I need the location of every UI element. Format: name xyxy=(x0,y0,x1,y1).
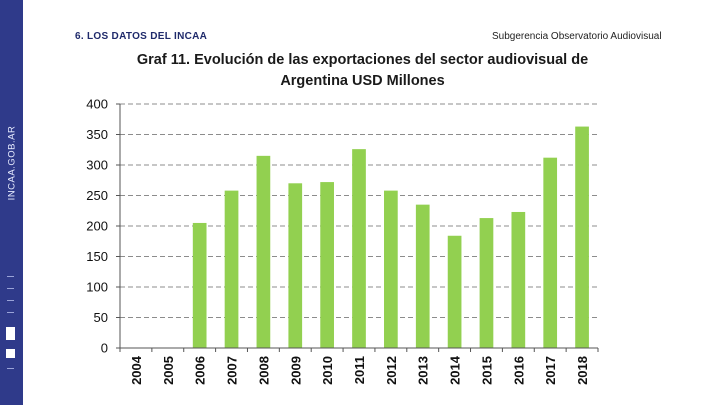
bar-2016 xyxy=(511,211,526,348)
bar-2011 xyxy=(352,149,366,348)
x-tick-label: 2006 xyxy=(193,356,208,385)
sidebar-tick xyxy=(7,276,14,277)
chart-title: Graf 11. Evolución de las exportaciones … xyxy=(120,50,605,92)
x-tick-label: 2012 xyxy=(384,356,399,385)
bar-2007 xyxy=(224,190,239,348)
y-tick-labels: 0 50 100 150 200 250 300 350 400 xyxy=(86,97,108,356)
bar-2006 xyxy=(192,222,207,348)
bar-2010 xyxy=(320,182,334,348)
y-tick-label: 300 xyxy=(86,158,108,173)
bar-2013 xyxy=(415,204,430,348)
x-tick-label: 2007 xyxy=(225,356,240,385)
y-tick-label: 250 xyxy=(86,188,108,203)
x-tick-label: 2011 xyxy=(352,356,367,384)
bar-2009 xyxy=(288,183,303,348)
x-tick-label: 2016 xyxy=(511,356,526,385)
y-tick-label: 0 xyxy=(101,341,108,356)
bar-2017 xyxy=(543,157,558,348)
y-tick-label: 200 xyxy=(86,219,108,234)
bar-2008 xyxy=(256,155,271,348)
x-tick-label: 2017 xyxy=(543,356,558,385)
x-tick-label: 2014 xyxy=(448,355,463,385)
chart-title-line-2: Argentina USD Millones xyxy=(280,73,445,89)
x-tick-label: 2015 xyxy=(479,356,494,385)
sidebar-tick xyxy=(7,300,14,301)
chart-title-line-1: Graf 11. Evolución de las exportaciones … xyxy=(136,52,589,68)
sidebar-tick xyxy=(7,312,14,313)
bar-2018 xyxy=(575,126,589,348)
page-subtitle: Subgerencia Observatorio Audiovisual xyxy=(492,31,662,42)
sidebar-tick xyxy=(7,288,14,289)
x-tick-label: 2010 xyxy=(320,356,335,385)
x-tick-label: 2005 xyxy=(161,356,176,385)
x-tick-label: 2009 xyxy=(288,356,303,385)
sidebar-square-icon xyxy=(6,327,15,340)
y-tick-label: 100 xyxy=(86,280,108,295)
x-tick-label: 2008 xyxy=(256,356,271,385)
sidebar-square-icon xyxy=(6,349,15,358)
y-tick-label: 400 xyxy=(86,97,108,112)
x-tick-label: 2013 xyxy=(416,356,431,385)
sidebar: INCAA.GOB.AR xyxy=(0,0,23,405)
section-title: 6. LOS DATOS DEL INCAA xyxy=(75,31,208,42)
x-tick-labels: 2004 2005 2006 2007 2008 2009 2010 2011 2012 2013… xyxy=(129,355,590,385)
y-tick-label: 150 xyxy=(86,249,108,264)
y-tick-label: 50 xyxy=(94,310,108,325)
bars xyxy=(192,126,589,348)
sidebar-tick xyxy=(7,368,14,369)
y-tick-label: 350 xyxy=(86,127,108,142)
bar-2014 xyxy=(447,235,462,348)
axes xyxy=(116,103,599,352)
bar-2012 xyxy=(384,190,398,348)
x-tick-label: 2004 xyxy=(129,355,144,385)
x-tick-label: 2018 xyxy=(575,356,590,385)
bar-2015 xyxy=(479,218,494,348)
